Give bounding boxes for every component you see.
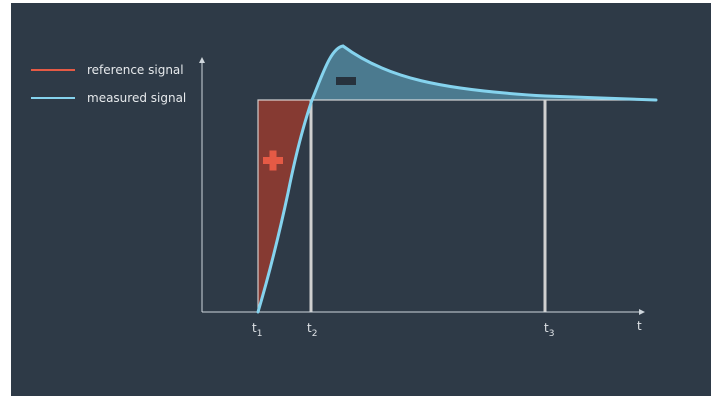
- negative-error-area: [312, 46, 656, 100]
- x-axis-arrow: [639, 309, 645, 315]
- measured-signal-line: [256, 44, 658, 314]
- legend-measured-label: measured signal: [87, 91, 187, 105]
- minus-icon: [336, 77, 356, 85]
- legend-reference-label: reference signal: [87, 63, 184, 77]
- y-axis-arrow: [199, 57, 205, 63]
- tick-t1: t1: [252, 321, 262, 339]
- reference-signal-line: [257, 99, 656, 312]
- tick-t2: t2: [307, 321, 317, 339]
- plus-icon: [263, 150, 283, 171]
- legend-reference: reference signal: [31, 63, 184, 77]
- tick-t3: t3: [544, 321, 554, 339]
- legend-reference-swatch: [31, 69, 75, 71]
- legend-measured-swatch: [31, 97, 75, 99]
- legend-measured: measured signal: [31, 91, 186, 105]
- diagram-canvas: reference signal measured signal t1 t2: [11, 3, 711, 396]
- x-axis-label: t: [637, 319, 642, 333]
- signal-diagram: t1 t2 t3 t: [199, 44, 658, 339]
